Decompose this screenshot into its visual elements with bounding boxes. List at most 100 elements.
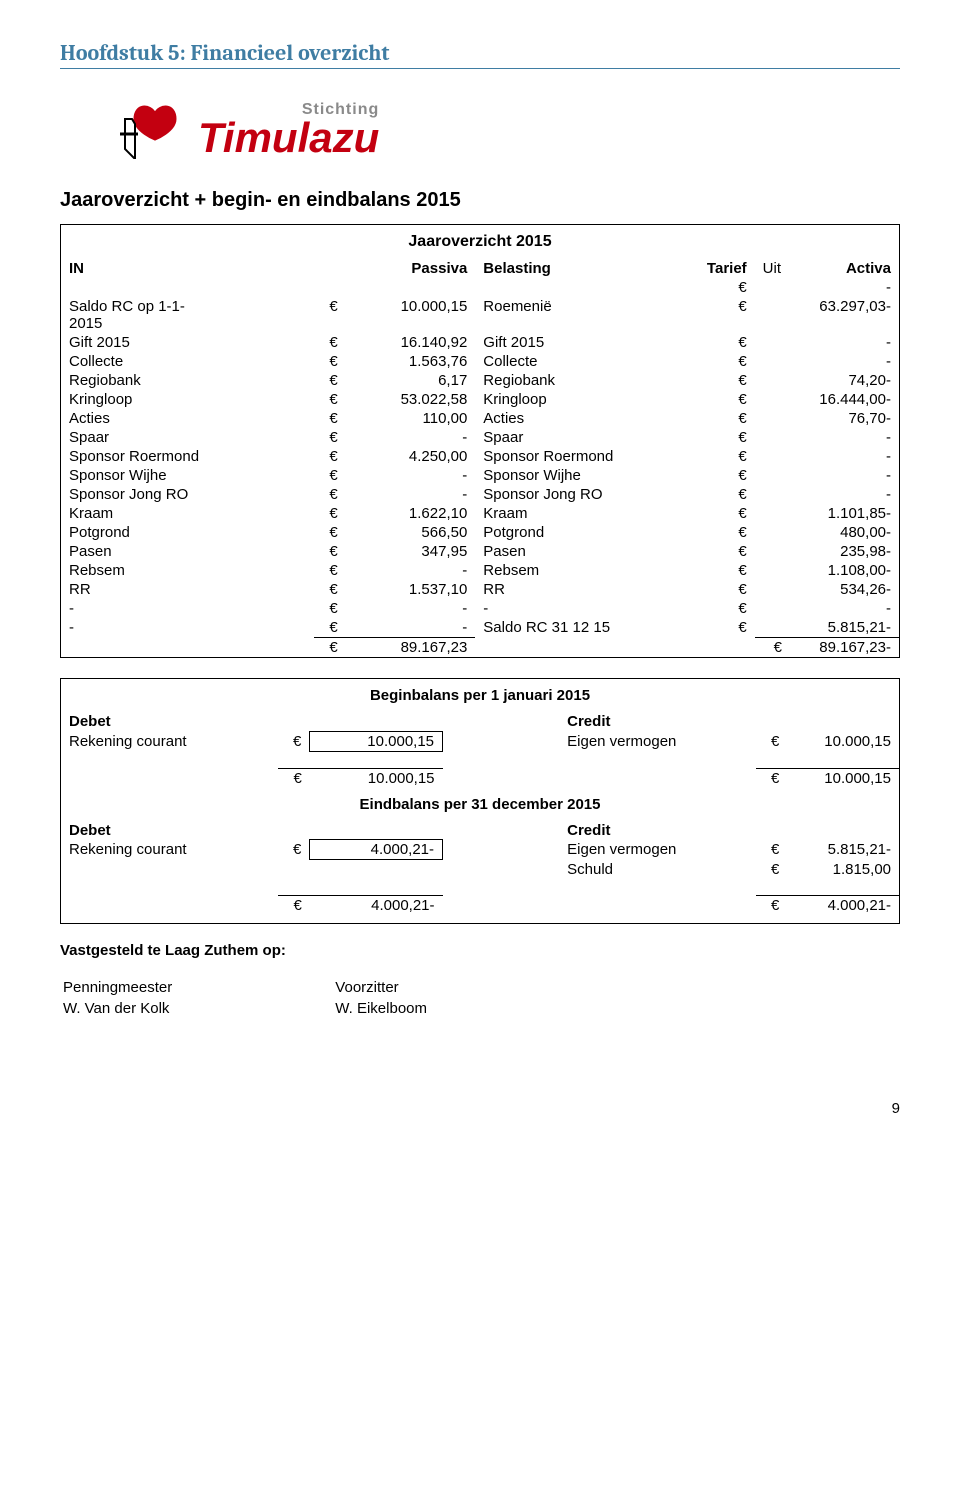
row-val: 566,50 — [346, 523, 476, 542]
eind-rek: Rekening courant — [61, 840, 278, 860]
chapter-title: Hoofdstuk 5: Financieel overzicht — [60, 40, 900, 69]
row-label: Sponsor Roermond — [61, 447, 314, 466]
jaar-title: Jaaroverzicht 2015 — [61, 225, 899, 259]
row-rlabel: Spaar — [475, 428, 697, 447]
header-in: IN — [61, 259, 314, 278]
header-passiva: Passiva — [346, 259, 476, 278]
row-rval: - — [790, 599, 899, 618]
row-val: 347,95 — [346, 542, 476, 561]
eind-schuldv: 1.815,00 — [787, 860, 899, 879]
row-rlabel: Rebsem — [475, 561, 697, 580]
logo-icon — [120, 99, 190, 159]
logo-main-text: Timulazu — [198, 119, 379, 157]
header-activa: Activa — [790, 259, 899, 278]
row-label: Sponsor Jong RO — [61, 485, 314, 504]
row-rlabel: Saldo RC 31 12 15 — [475, 618, 697, 638]
row-val: - — [346, 466, 476, 485]
eind-tot-l: 4.000,21- — [310, 895, 443, 915]
eind-credit: Credit — [559, 821, 756, 840]
row-val: - — [346, 561, 476, 580]
begin-evv: 10.000,15 — [787, 731, 899, 751]
eind-title: Eindbalans per 31 december 2015 — [61, 788, 899, 821]
row-rval: 76,70- — [790, 409, 899, 428]
row-label: Collecte — [61, 352, 314, 371]
sign-p: Penningmeester — [62, 978, 332, 997]
jaaroverzicht-table: Jaaroverzicht 2015 IN Passiva Belasting … — [60, 224, 900, 658]
row-rval: - — [790, 352, 899, 371]
row-rlabel: Collecte — [475, 352, 697, 371]
sign-vn: W. Eikelboom — [334, 999, 562, 1018]
eind-debet: Debet — [61, 821, 278, 840]
row-label: Sponsor Wijhe — [61, 466, 314, 485]
row-val: - — [346, 428, 476, 447]
begin-rek: Rekening courant — [61, 731, 278, 751]
eind-tot-r: 4.000,21- — [787, 895, 899, 915]
row-val: 1.537,10 — [346, 580, 476, 599]
row-rlabel: Roemenië — [475, 297, 697, 333]
header-uit: Uit — [755, 259, 790, 278]
row-val: - — [346, 599, 476, 618]
beginbalans-table: Beginbalans per 1 januari 2015 Debet Cre… — [60, 678, 900, 924]
row-label: Kraam — [61, 504, 314, 523]
begin-tot-l: 10.000,15 — [310, 768, 443, 788]
row-val: 1.563,76 — [346, 352, 476, 371]
begin-credit: Credit — [559, 712, 756, 731]
header-belasting: Belasting — [475, 259, 697, 278]
row-val: - — [346, 618, 476, 638]
row-rlabel: - — [475, 599, 697, 618]
row-label: Saldo RC op 1-1-2015 — [61, 297, 314, 333]
row-label: Potgrond — [61, 523, 314, 542]
row-label: - — [61, 618, 314, 638]
page-number: 9 — [60, 1100, 900, 1117]
begin-debet: Debet — [61, 712, 278, 731]
row-rval: 16.444,00- — [790, 390, 899, 409]
eind-evv: 5.815,21- — [787, 840, 899, 860]
main-title: Jaaroverzicht + begin- en eindbalans 201… — [60, 189, 900, 212]
sign-v: Voorzitter — [334, 978, 562, 997]
row-rval: 1.108,00- — [790, 561, 899, 580]
sign-pn: W. Van der Kolk — [62, 999, 332, 1018]
row-label: - — [61, 599, 314, 618]
row-label: Pasen — [61, 542, 314, 561]
row-rlabel: Gift 2015 — [475, 333, 697, 352]
row-rlabel: Pasen — [475, 542, 697, 561]
row-label: Acties — [61, 409, 314, 428]
row-val: 6,17 — [346, 371, 476, 390]
row-label: Spaar — [61, 428, 314, 447]
row-rval: - — [790, 333, 899, 352]
row-rval: 74,20- — [790, 371, 899, 390]
row-val: 110,00 — [346, 409, 476, 428]
vastgesteld: Vastgesteld te Laag Zuthem op: — [60, 942, 900, 959]
header-tarief: Tarief — [697, 259, 754, 278]
row-val: 53.022,58 — [346, 390, 476, 409]
row-rval: 480,00- — [790, 523, 899, 542]
total-right: 89.167,23- — [790, 638, 899, 658]
row-val: 1.622,10 — [346, 504, 476, 523]
row-val: 10.000,15 — [346, 297, 476, 333]
row-rval: 534,26- — [790, 580, 899, 599]
row-label: Kringloop — [61, 390, 314, 409]
row-rlabel: Potgrond — [475, 523, 697, 542]
row-label: Gift 2015 — [61, 333, 314, 352]
row-rlabel: Sponsor Wijhe — [475, 466, 697, 485]
row-rlabel: RR — [475, 580, 697, 599]
row-label: Rebsem — [61, 561, 314, 580]
row-rval: 63.297,03- — [790, 297, 899, 333]
row-rlabel: Sponsor Roermond — [475, 447, 697, 466]
begin-title: Beginbalans per 1 januari 2015 — [61, 679, 899, 712]
row-val: 4.250,00 — [346, 447, 476, 466]
eind-rekv: 4.000,21- — [310, 840, 443, 860]
row-label: RR — [61, 580, 314, 599]
row-rval: 235,98- — [790, 542, 899, 561]
dash-row: - — [790, 278, 899, 297]
row-rval: - — [790, 428, 899, 447]
row-val: - — [346, 485, 476, 504]
begin-rekv: 10.000,15 — [310, 731, 443, 751]
row-rlabel: Sponsor Jong RO — [475, 485, 697, 504]
logo: Stichting Timulazu — [120, 99, 900, 159]
row-rlabel: Acties — [475, 409, 697, 428]
row-rlabel: Kringloop — [475, 390, 697, 409]
eind-ev: Eigen vermogen — [559, 840, 756, 860]
row-rval: - — [790, 466, 899, 485]
row-rval: 5.815,21- — [790, 618, 899, 638]
